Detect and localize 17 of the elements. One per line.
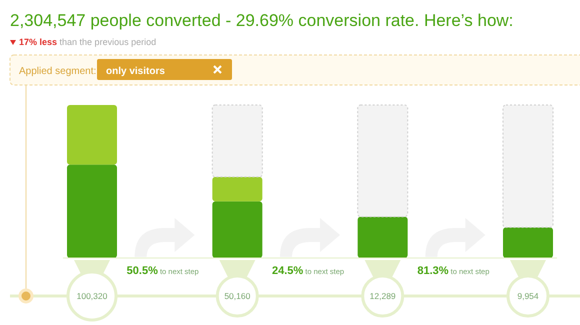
x-tick-label: 9,954 xyxy=(517,291,539,301)
text: Applied segment: xyxy=(19,66,96,77)
bar xyxy=(502,104,554,228)
x-tick-label: 100,320 xyxy=(76,291,108,301)
chart-title: 2,304,547 people converted - 29.69% conversion rate. Here’s how: xyxy=(10,11,514,30)
bar xyxy=(67,164,117,258)
bar xyxy=(212,104,263,178)
text: only visitors xyxy=(106,66,166,77)
chart-subtitle: 17% less than the previous period xyxy=(19,37,156,47)
bar xyxy=(212,201,262,258)
bar xyxy=(212,176,262,202)
bar xyxy=(358,216,408,258)
x-tick-label: 50,160 xyxy=(224,291,251,301)
bar xyxy=(357,104,408,218)
bar xyxy=(67,105,117,165)
bar xyxy=(503,227,553,258)
x-tick-label: 12,289 xyxy=(370,291,396,301)
